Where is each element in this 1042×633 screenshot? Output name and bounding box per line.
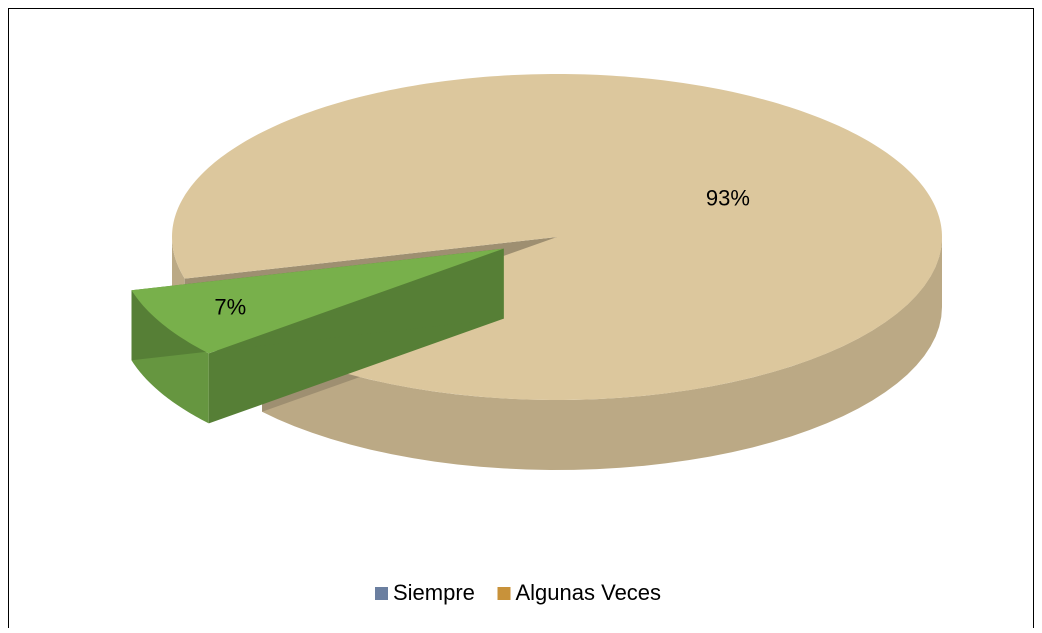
legend-label: Algunas Veces (516, 580, 662, 605)
chart-border (8, 8, 1034, 628)
legend-swatch (375, 587, 388, 600)
slice-top (131, 248, 504, 354)
data-label: 93% (706, 185, 750, 210)
slice-side (262, 237, 942, 470)
data-label: 7% (214, 294, 246, 319)
legend-label: Siempre (393, 580, 475, 605)
legend-swatch (497, 587, 511, 600)
